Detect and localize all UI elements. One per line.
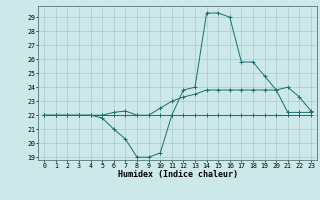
- X-axis label: Humidex (Indice chaleur): Humidex (Indice chaleur): [118, 170, 238, 179]
